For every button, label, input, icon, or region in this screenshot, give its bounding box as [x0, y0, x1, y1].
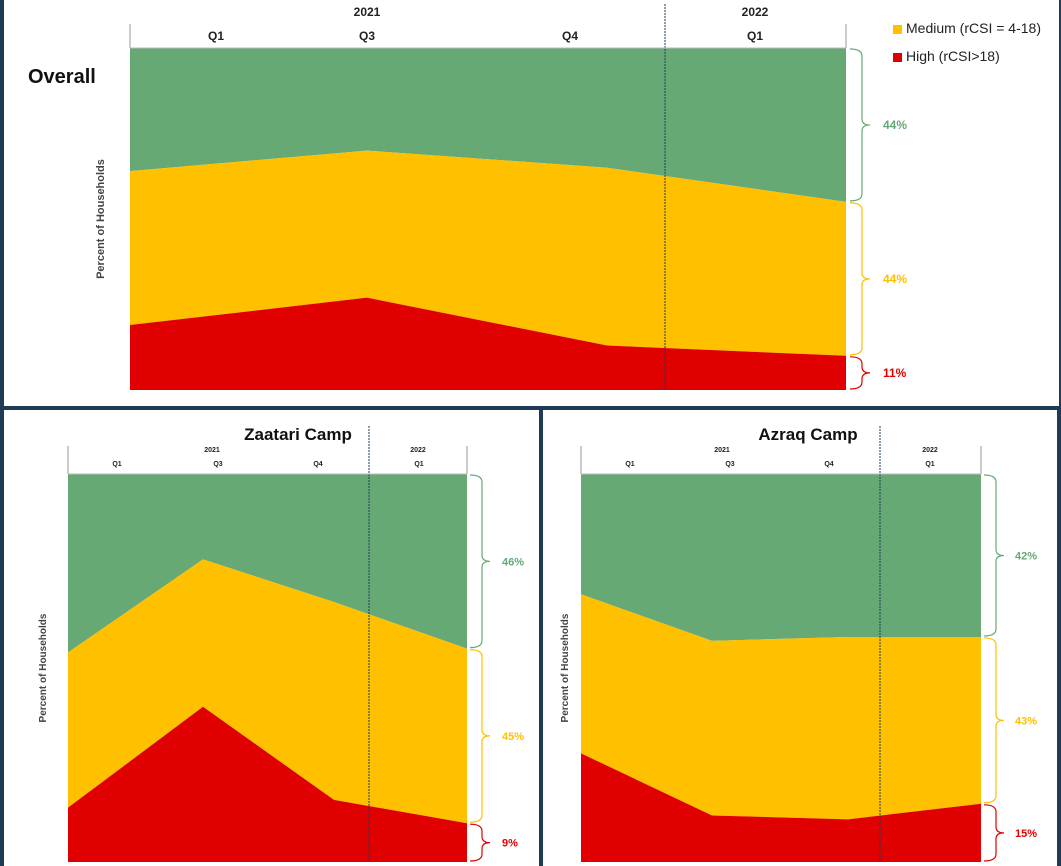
y-axis-label-2: Percent of Households [560, 613, 571, 722]
chart-title-1: Zaatari Camp [244, 425, 352, 444]
quarter-label-0-2: Q4 [562, 29, 578, 43]
year-label-0-0: 2021 [354, 5, 381, 19]
annotation-label-1-1: 45% [502, 731, 524, 743]
legend-swatch-medium [893, 24, 902, 34]
quarter-label-1-3: Q1 [414, 461, 423, 468]
legend-swatch-high [893, 52, 902, 62]
annotation-label-1-0: 46% [502, 556, 524, 568]
area-medium-0 [130, 150, 846, 356]
year-label-2-1: 2022 [922, 447, 938, 454]
quarter-label-0-1: Q3 [359, 29, 375, 43]
quarter-label-2-3: Q1 [925, 461, 934, 468]
annotation-label-2-1: 43% [1015, 715, 1037, 727]
annotation-label-0-1: 44% [883, 272, 907, 286]
brace-2-0 [983, 474, 1005, 637]
brace-0-0 [849, 48, 871, 202]
legend-label-medium: Medium (rCSI = 4-18) [906, 20, 1041, 36]
brace-1-2 [469, 823, 491, 862]
y-axis-label-1: Percent of Households [38, 613, 49, 722]
year-label-1-1: 2022 [410, 447, 426, 454]
quarter-label-0-3: Q1 [747, 29, 763, 43]
year-label-0-1: 2022 [742, 5, 769, 19]
area-high-1 [68, 706, 467, 862]
panel-border-middle [539, 406, 543, 866]
year-label-1-0: 2021 [204, 447, 220, 454]
area-medium-2 [581, 594, 981, 820]
panel-border-top-divider [0, 406, 1061, 410]
year-label-2-0: 2021 [714, 447, 730, 454]
annotation-label-2-2: 15% [1015, 828, 1037, 840]
quarter-label-1-0: Q1 [112, 461, 121, 468]
brace-1-0 [469, 474, 491, 649]
chart-title-0: Overall [28, 66, 96, 88]
area-medium-1 [68, 559, 467, 824]
y-axis-label-0: Percent of Households [95, 159, 107, 279]
quarter-label-1-1: Q3 [213, 461, 222, 468]
panel-border-right [1057, 406, 1061, 866]
area-low-0 [130, 48, 846, 202]
area-low-2 [581, 474, 981, 641]
quarter-label-2-0: Q1 [625, 461, 634, 468]
legend-label-high: High (rCSI>18) [906, 48, 1000, 64]
annotation-label-0-0: 44% [883, 118, 907, 132]
annotation-label-0-2: 11% [883, 366, 907, 380]
area-high-0 [130, 297, 846, 390]
brace-2-2 [983, 804, 1005, 862]
brace-0-2 [849, 356, 871, 390]
brace-0-1 [849, 202, 871, 356]
area-high-2 [581, 753, 981, 862]
annotation-label-1-2: 9% [502, 838, 518, 850]
annotation-label-2-0: 42% [1015, 550, 1037, 562]
chart-title-2: Azraq Camp [758, 425, 857, 444]
brace-2-1 [983, 637, 1005, 804]
area-low-1 [68, 474, 467, 653]
brace-1-1 [469, 649, 491, 823]
panel-border-left [0, 0, 4, 866]
panel-border-overall-right [1059, 0, 1061, 406]
quarter-label-2-2: Q4 [824, 461, 833, 468]
quarter-label-2-1: Q3 [725, 461, 734, 468]
legend-item-high: High (rCSI>18) [893, 48, 1000, 64]
quarter-label-0-0: Q1 [208, 29, 224, 43]
quarter-label-1-2: Q4 [313, 461, 322, 468]
legend-item-medium: Medium (rCSI = 4-18) [893, 20, 1041, 36]
